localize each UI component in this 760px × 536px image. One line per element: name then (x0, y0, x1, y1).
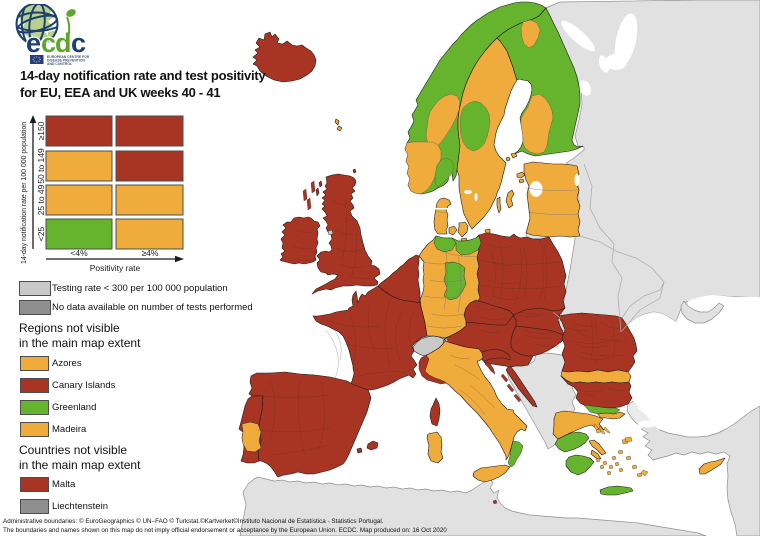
svg-text:≥150: ≥150 (36, 121, 46, 140)
svg-text:DISEASE PREVENTION: DISEASE PREVENTION (47, 59, 85, 63)
svg-text:≥4%: ≥4% (142, 248, 159, 258)
svg-text:c: c (71, 28, 86, 58)
svg-text:50 to 149: 50 to 149 (36, 148, 46, 184)
svg-text:<25: <25 (36, 227, 46, 242)
svg-text:EUROPEAN CENTRE FOR: EUROPEAN CENTRE FOR (47, 55, 90, 59)
svg-text:25 to 49: 25 to 49 (36, 184, 46, 215)
svg-text:Positivity rate: Positivity rate (90, 263, 141, 273)
svg-text:<4%: <4% (70, 248, 88, 258)
svg-text:14-day notification rate per 1: 14-day notification rate per 100 000 pop… (21, 122, 28, 264)
svg-text:e: e (26, 28, 41, 58)
svg-text:AND CONTROL: AND CONTROL (47, 62, 72, 66)
svg-text:d: d (55, 28, 72, 58)
svg-text:c: c (41, 28, 56, 58)
